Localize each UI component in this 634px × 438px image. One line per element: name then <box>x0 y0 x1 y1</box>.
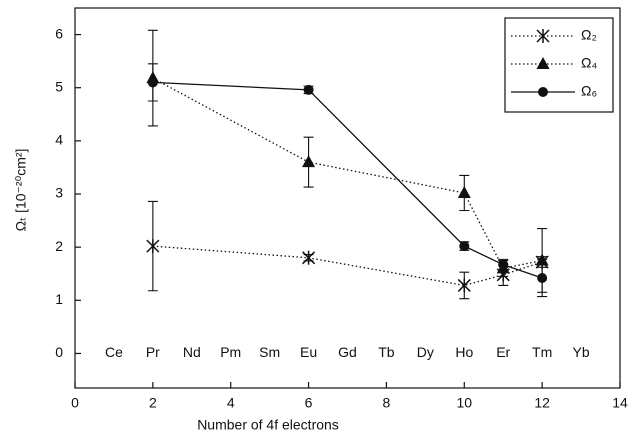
point <box>302 155 316 168</box>
x-axis-label: Number of 4f electrons <box>197 417 339 433</box>
series-line <box>152 81 543 279</box>
element-label: Ho <box>455 344 473 360</box>
x-tick-label: 0 <box>71 395 79 411</box>
point <box>459 241 470 252</box>
x-tick-label: 14 <box>612 395 628 411</box>
series-line <box>152 245 543 287</box>
series-line <box>152 77 543 270</box>
point <box>302 250 316 265</box>
point <box>147 77 158 88</box>
element-label: Sm <box>259 344 280 360</box>
y-tick-label: 0 <box>55 344 63 360</box>
point <box>498 259 509 270</box>
legend-box <box>504 17 614 113</box>
element-label: Yb <box>573 344 590 360</box>
legend-marker <box>536 57 550 69</box>
point <box>303 84 314 95</box>
y-tick-label: 1 <box>55 291 63 307</box>
y-tick-label: 4 <box>55 132 63 148</box>
legend-label: Ω₆ <box>581 83 597 99</box>
element-label: Nd <box>183 344 201 360</box>
element-label: Tm <box>532 344 552 360</box>
y-tick-label: 2 <box>55 238 63 254</box>
y-tick-label: 6 <box>55 25 63 41</box>
point <box>537 272 548 283</box>
x-tick-label: 10 <box>456 395 472 411</box>
element-label: Ce <box>105 344 123 360</box>
plot-frame <box>74 7 621 389</box>
element-label: Tb <box>378 344 395 360</box>
point <box>146 239 160 254</box>
x-tick-label: 6 <box>305 395 313 411</box>
x-tick-label: 2 <box>149 395 157 411</box>
x-tick-label: 8 <box>383 395 391 411</box>
element-label: Eu <box>300 344 317 360</box>
legend-marker <box>536 29 550 43</box>
point <box>457 185 471 198</box>
element-label: Pm <box>220 344 241 360</box>
y-tick-label: 3 <box>55 185 63 201</box>
x-tick-label: 4 <box>227 395 235 411</box>
legend-label: Ω₂ <box>581 27 597 43</box>
element-label: Pr <box>146 344 160 360</box>
x-tick-label: 12 <box>534 395 550 411</box>
element-label: Dy <box>417 344 434 360</box>
y-tick-label: 5 <box>55 78 63 94</box>
legend-marker <box>538 87 548 97</box>
legend-label: Ω₄ <box>581 55 597 71</box>
element-label: Gd <box>338 344 357 360</box>
element-label: Er <box>496 344 510 360</box>
point <box>457 278 471 293</box>
y-axis-label: Ωₜ [10⁻²⁰cm²] <box>13 149 29 232</box>
